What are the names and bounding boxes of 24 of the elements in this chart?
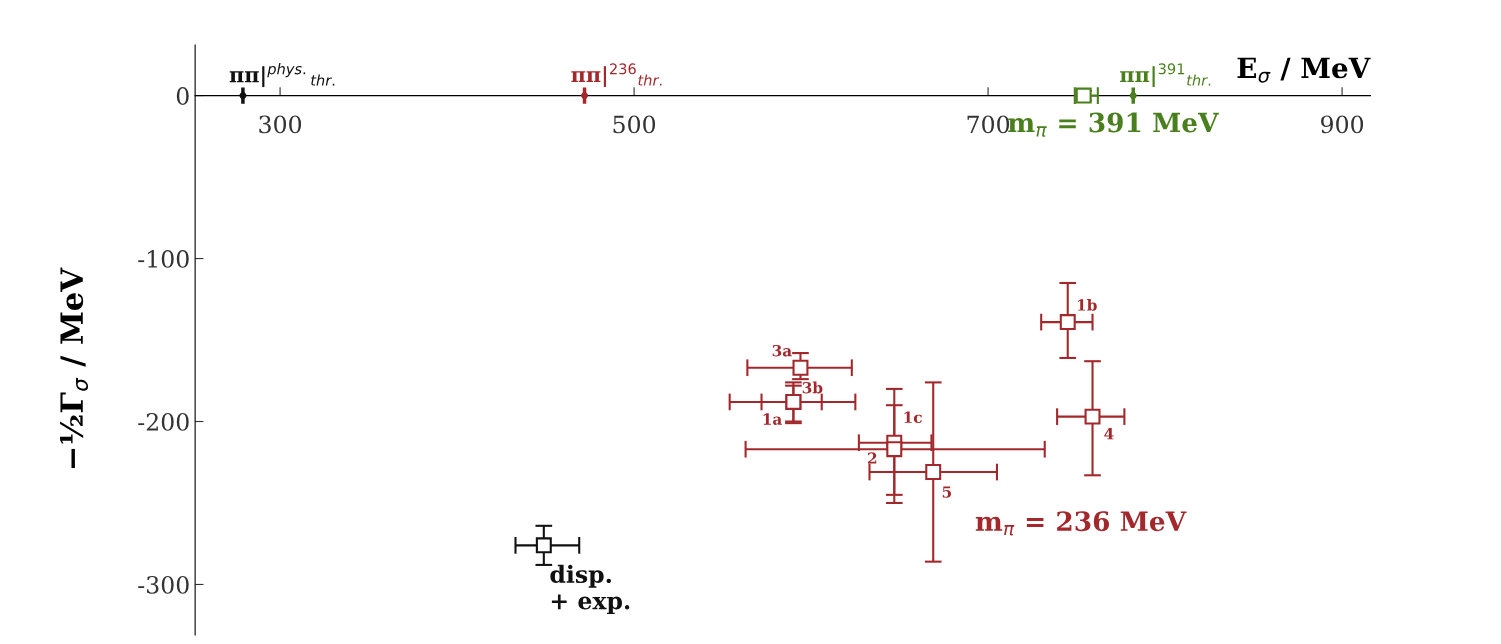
annotation: 4 — [1104, 428, 1114, 440]
annotation: 1c — [904, 411, 922, 424]
annotation: ππ|$^{391}$$_{thr.}$ — [1120, 63, 1211, 88]
annotation: 1b — [1077, 298, 1097, 311]
annotation: 3a — [772, 344, 792, 357]
y-tick-label: -100 — [138, 250, 189, 268]
x-tick-label: 300 — [259, 115, 302, 134]
annotation: ππ|$^{236}$$_{thr.}$ — [571, 63, 662, 88]
x-tick-label: 700 — [967, 115, 1010, 134]
annotation: disp. + exp. — [550, 564, 630, 615]
y-tick-label: -200 — [138, 412, 189, 431]
annotation: m$_{π}$ = 236 MeV — [975, 511, 1187, 536]
annotation: ππ|$^{phys.}$$_{thr.}$ — [229, 63, 335, 88]
annotation: 1a — [763, 413, 782, 425]
x-axis-title: E$_{σ}$ / MeV — [1237, 57, 1371, 83]
y-tick-label: -300 — [138, 575, 189, 594]
x-tick-label: 500 — [613, 115, 656, 134]
y-axis-title: −½Γ$_{σ}$ / MeV — [60, 267, 89, 469]
annotation: m$_{π}$ = 391 MeV — [1008, 112, 1219, 137]
y-tick-label: 0 — [176, 87, 189, 105]
x-tick-label: 900 — [1321, 115, 1364, 134]
annotation: 5 — [942, 486, 952, 498]
annotation: 3b — [802, 381, 823, 394]
annotation: 2 — [868, 452, 877, 464]
